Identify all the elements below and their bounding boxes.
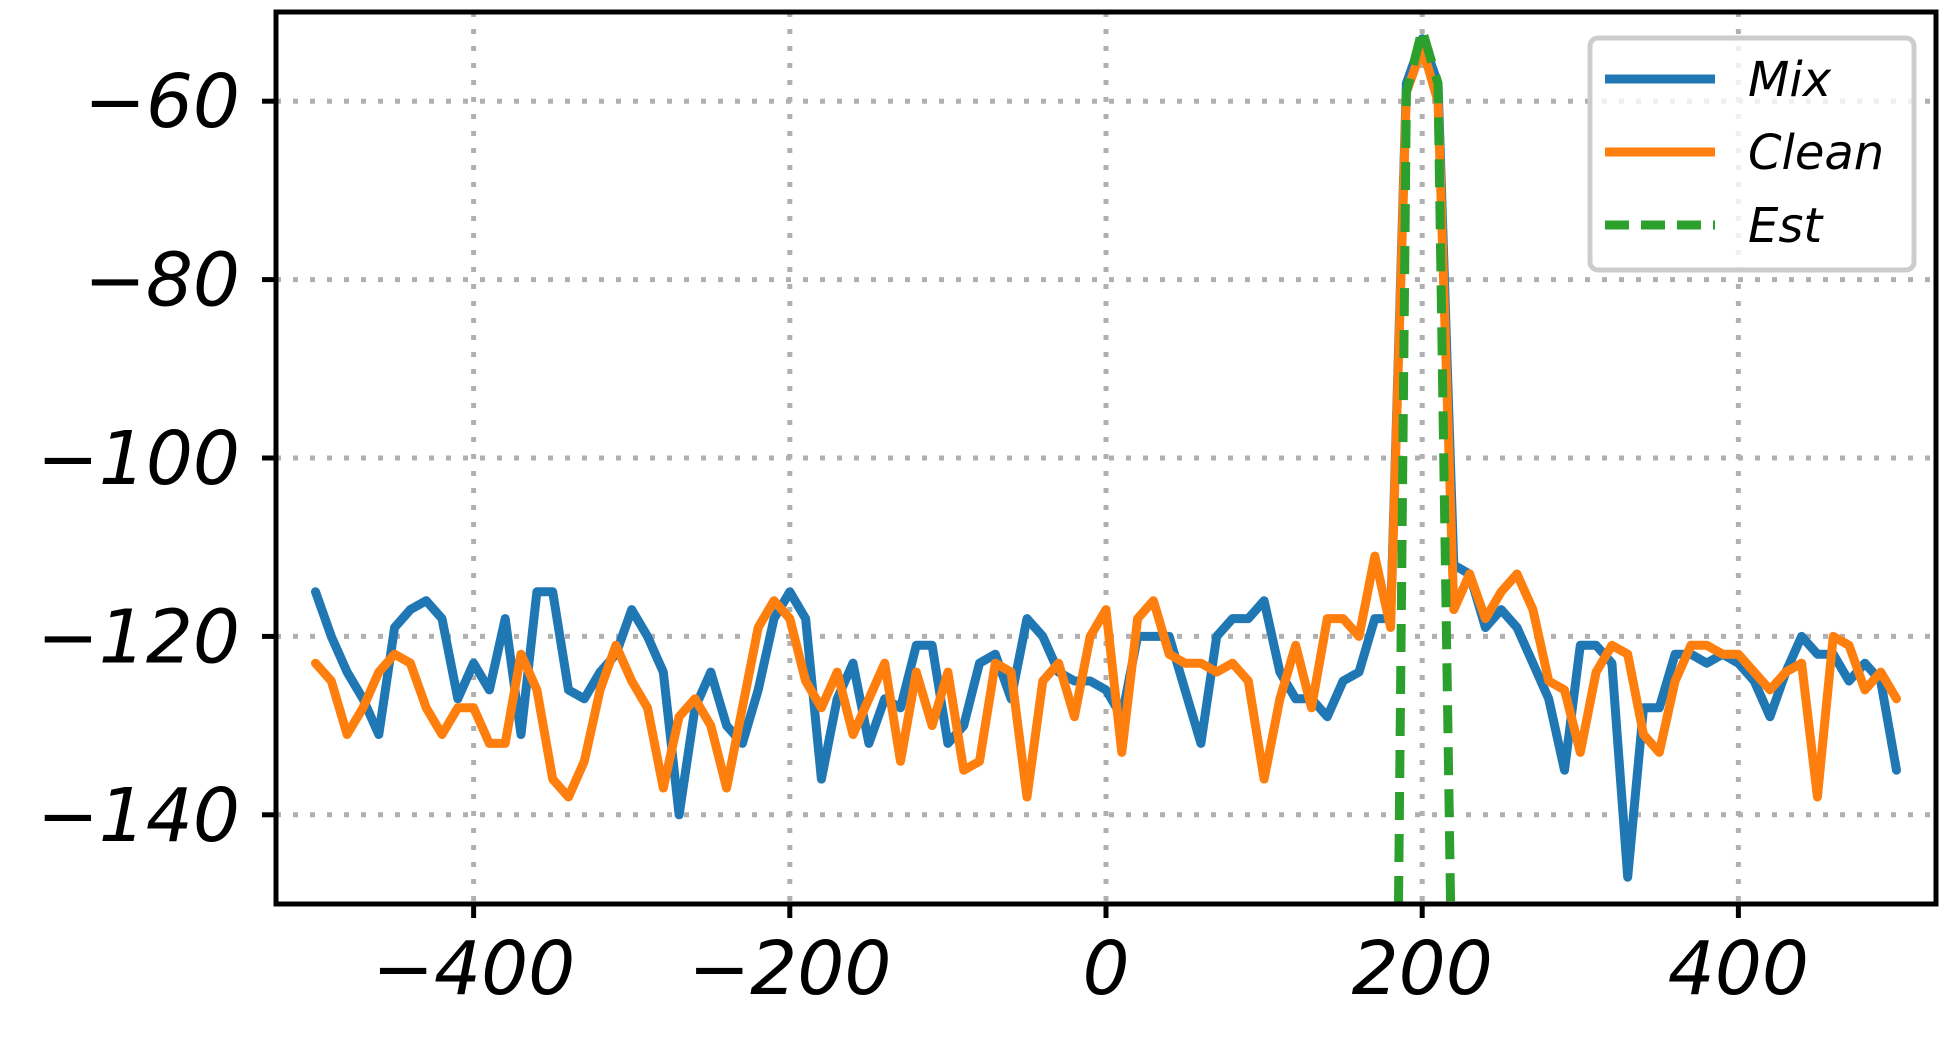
- grid: [276, 12, 1936, 904]
- y-tick-label: −60: [84, 59, 240, 145]
- legend-label-est: Est: [1748, 198, 1824, 254]
- legend-box: [1587, 35, 1917, 273]
- legend: Mix Clean Est: [1587, 35, 1917, 273]
- y-tick-label: −120: [37, 594, 240, 680]
- x-tick-label: 200: [1352, 926, 1493, 1012]
- series-line-clean: [311, 43, 1901, 802]
- legend-label-mix: Mix: [1748, 52, 1832, 108]
- y-tick-label: −80: [84, 238, 240, 324]
- series-line-mix: [311, 34, 1901, 882]
- x-tick-label: 400: [1668, 926, 1809, 1012]
- y-tick-label: −100: [37, 416, 240, 502]
- series-lines: [311, 25, 1901, 904]
- y-axis: −140 −120 −100 −80 −60: [37, 59, 276, 859]
- legend-label-clean: Clean: [1748, 125, 1884, 181]
- y-tick-label: −140: [37, 773, 240, 859]
- x-tick-label: 0: [1082, 926, 1129, 1012]
- x-tick-label: −200: [688, 926, 891, 1012]
- x-axis: −400 −200 0 200 400: [372, 904, 1809, 1012]
- series-group: [311, 25, 1901, 904]
- x-tick-label: −400: [372, 926, 575, 1012]
